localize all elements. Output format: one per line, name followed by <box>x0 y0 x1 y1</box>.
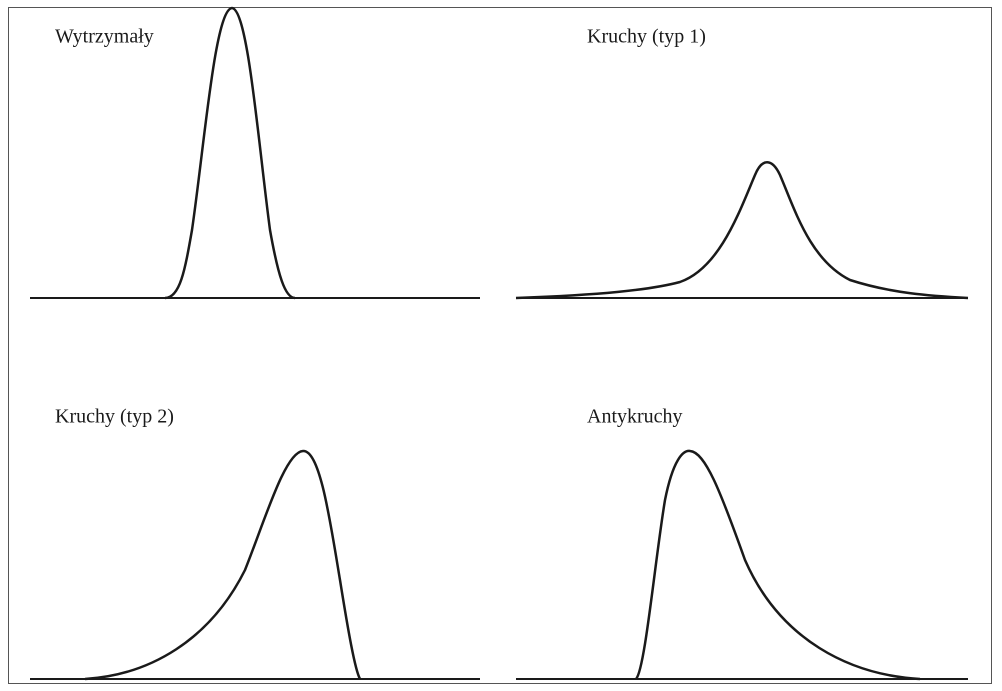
panel-label: Kruchy (typ 1) <box>587 26 706 48</box>
panel-label: Kruchy (typ 2) <box>55 406 174 428</box>
curve <box>515 161 969 300</box>
curve <box>84 449 362 681</box>
panel-label: Antykruchy <box>587 406 683 428</box>
curve <box>164 6 296 300</box>
panel-label: Wytrzymały <box>55 26 154 48</box>
curve <box>634 449 921 681</box>
frame <box>8 7 992 684</box>
